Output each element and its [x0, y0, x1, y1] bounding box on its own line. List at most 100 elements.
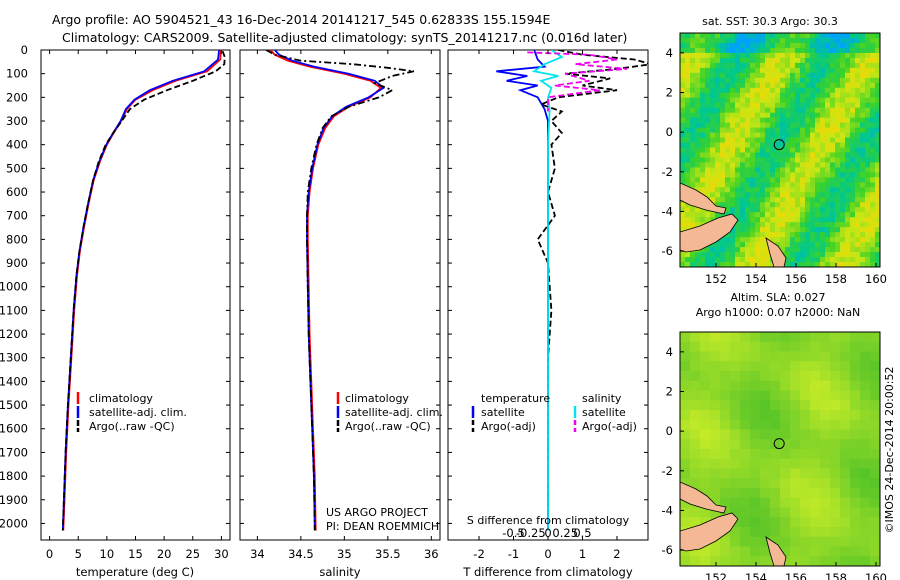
m1-grid-cell — [810, 72, 816, 79]
difference-panel: -2 -1 0 1 2-0.5-0.250 0.250.5 temperature sat… — [447, 49, 649, 579]
m1-grid-cell — [800, 197, 806, 203]
m1-grid-cell — [785, 182, 791, 188]
m1-grid-cell — [735, 47, 741, 54]
m1-grid-cell — [865, 237, 871, 243]
m1-grid-cell — [800, 122, 806, 128]
m1-grid-cell — [730, 82, 736, 89]
m1-grid-cell — [735, 147, 741, 153]
m1-grid-cell — [695, 252, 701, 258]
m2-grid-cell — [730, 546, 741, 557]
m1-grid-cell — [830, 167, 836, 173]
m1-grid-cell — [805, 227, 811, 233]
m1-grid-cell — [720, 122, 726, 128]
m1-grid-cell — [775, 177, 781, 183]
temperature-ytick-label: 1700 — [0, 445, 28, 459]
m1-grid-cell — [820, 257, 826, 263]
m1-grid-cell — [825, 42, 831, 49]
m1-grid-cell — [870, 92, 876, 99]
m1-grid-cell — [695, 33, 701, 39]
m2-grid-cell — [740, 527, 751, 538]
m1-grid-cell — [745, 72, 751, 79]
m2-grid-cell — [830, 488, 841, 499]
m2-grid-cell — [730, 371, 741, 382]
m2-grid-cell — [780, 351, 791, 362]
m1-grid-cell — [870, 147, 876, 153]
m1-grid-cell — [785, 82, 791, 89]
m1-grid-cell — [830, 192, 836, 198]
m1-grid-cell — [780, 132, 786, 138]
m2-grid-cell — [800, 507, 811, 518]
m1-grid-cell — [810, 147, 816, 153]
diff-legend-s-sat-label: satellite — [582, 406, 626, 419]
m2-grid-cell — [740, 546, 751, 557]
m1-grid-cell — [805, 137, 811, 143]
m1-grid-cell — [785, 142, 791, 148]
m1-grid-cell — [740, 112, 746, 119]
m1-grid-cell — [685, 137, 691, 143]
m1-grid-cell — [800, 227, 806, 233]
m1-grid-cell — [685, 202, 691, 208]
m1-grid-cell — [760, 107, 766, 114]
m1-grid-cell — [710, 247, 716, 253]
m2-grid-cell — [860, 536, 871, 547]
m1-grid-cell — [805, 127, 811, 133]
m1-grid-cell — [810, 57, 816, 64]
m2-grid-cell — [790, 380, 801, 391]
m1-grid-cell — [770, 57, 776, 64]
m2-xtick-label: 152 — [705, 571, 727, 580]
m1-grid-cell — [755, 137, 761, 143]
m2-grid-cell — [870, 351, 880, 362]
m1-grid-cell — [795, 192, 801, 198]
m1-grid-cell — [695, 132, 701, 138]
sst-map-frame — [679, 32, 881, 268]
m1-grid-cell — [855, 132, 861, 138]
m2-grid-cell — [690, 458, 701, 469]
m1-grid-cell — [745, 117, 751, 124]
m1-grid-cell — [785, 47, 791, 54]
m1-grid-cell — [800, 37, 806, 44]
m2-grid-cell — [850, 468, 861, 479]
m1-grid-cell — [815, 227, 821, 233]
m1-grid-cell — [725, 33, 731, 39]
sst-map-panel: sat. SST: 30.3 Argo: 30.3 152 154 156 158 16… — [662, 15, 887, 286]
m1-grid-cell — [715, 122, 721, 128]
m1-grid-cell — [735, 232, 741, 238]
m1-grid-cell — [795, 157, 801, 163]
m1-grid-cell — [750, 237, 756, 243]
m1-grid-cell — [795, 162, 801, 168]
m1-grid-cell — [865, 42, 871, 49]
salinity-xtick-label: 35.5 — [375, 547, 401, 561]
m1-grid-cell — [795, 107, 801, 114]
m1-grid-cell — [800, 112, 806, 119]
m2-grid-cell — [770, 332, 781, 343]
m1-grid-cell — [730, 137, 736, 143]
m2-grid-cell — [780, 488, 791, 499]
m1-grid-cell — [865, 197, 871, 203]
m1-grid-cell — [825, 242, 831, 248]
m1-grid-cell — [680, 112, 686, 119]
m1-grid-cell — [735, 257, 741, 263]
sst-land-north-coast — [680, 182, 727, 215]
m1-grid-cell — [765, 77, 771, 84]
m1-grid-cell — [785, 227, 791, 233]
m1-grid-cell — [835, 137, 841, 143]
m1-grid-cell — [760, 92, 766, 99]
m1-grid-cell — [845, 222, 851, 228]
m1-grid-cell — [775, 107, 781, 114]
m1-grid-cell — [870, 33, 876, 39]
m1-grid-cell — [770, 202, 776, 208]
m1-grid-cell — [825, 112, 831, 119]
m1-grid-cell — [755, 207, 761, 213]
m1-grid-cell — [750, 242, 756, 248]
m1-grid-cell — [875, 132, 880, 138]
m1-grid-cell — [760, 207, 766, 213]
m1-grid-cell — [685, 117, 691, 124]
m2-grid-cell — [870, 429, 880, 440]
m1-grid-cell — [845, 97, 851, 104]
m1-grid-cell — [785, 237, 791, 243]
m1-grid-cell — [830, 152, 836, 158]
m1-grid-cell — [805, 112, 811, 119]
m2-grid-cell — [870, 488, 880, 499]
m1-grid-cell — [770, 72, 776, 79]
m1-grid-cell — [770, 62, 776, 69]
